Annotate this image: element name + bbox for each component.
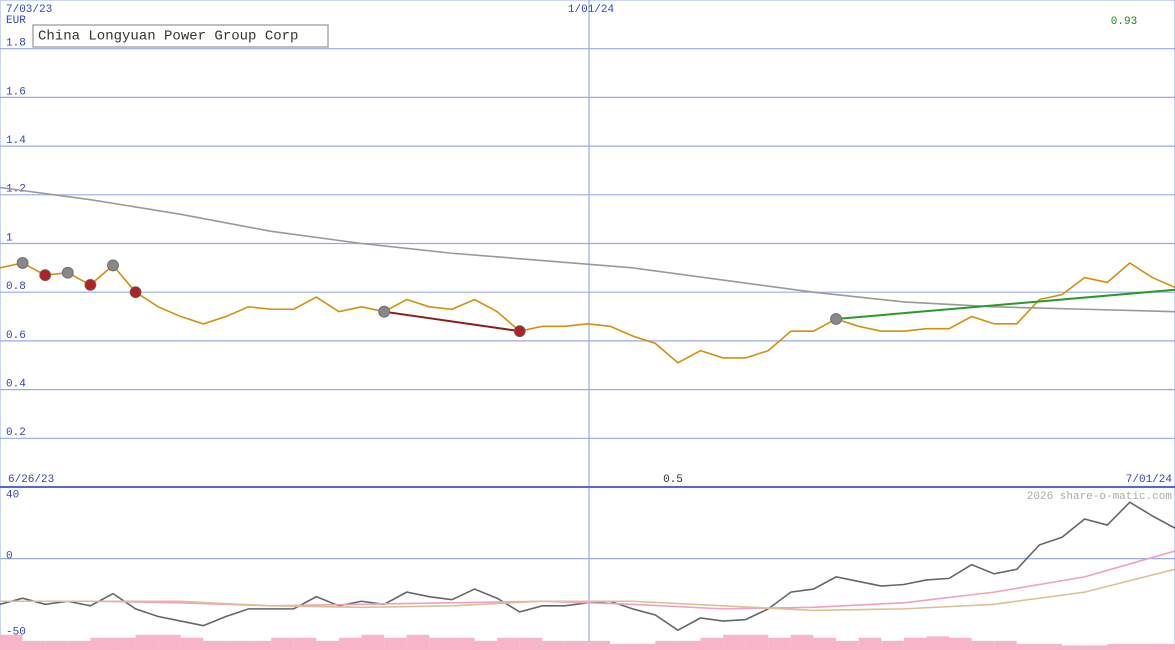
bar bbox=[745, 634, 769, 650]
bar bbox=[677, 640, 701, 650]
bar bbox=[519, 637, 543, 650]
bar bbox=[406, 634, 430, 650]
y-tick-label: 1.4 bbox=[6, 135, 26, 147]
y-tick-label: 0 bbox=[6, 551, 13, 563]
bar bbox=[542, 640, 565, 650]
marker bbox=[378, 305, 391, 318]
marker bbox=[129, 286, 142, 299]
bar bbox=[587, 640, 611, 650]
bar bbox=[1152, 643, 1175, 650]
bar bbox=[203, 640, 226, 650]
title-box bbox=[32, 24, 329, 48]
bar bbox=[655, 640, 678, 650]
bar bbox=[1107, 643, 1130, 650]
last-value: 0.93 bbox=[1111, 16, 1137, 28]
bar bbox=[497, 637, 520, 650]
bar bbox=[180, 637, 204, 650]
bar bbox=[858, 637, 882, 650]
bar bbox=[632, 643, 656, 650]
mid-date: 1/01/24 bbox=[568, 4, 615, 16]
bar bbox=[881, 640, 904, 650]
marker bbox=[61, 266, 74, 279]
series-line bbox=[0, 261, 1175, 364]
marker bbox=[16, 257, 29, 269]
bar bbox=[293, 637, 317, 650]
marker bbox=[84, 278, 97, 291]
bar bbox=[926, 636, 950, 650]
y-tick-label: 1 bbox=[6, 232, 13, 244]
currency: EUR bbox=[6, 15, 26, 27]
bar bbox=[1084, 645, 1108, 650]
bar bbox=[384, 637, 407, 650]
bar bbox=[610, 643, 633, 650]
start-date: 6/26/23 bbox=[8, 474, 54, 486]
trend-line bbox=[383, 310, 520, 333]
oscillator-panel: 400-50 bbox=[0, 490, 1175, 650]
bar bbox=[316, 640, 339, 650]
marker bbox=[107, 259, 119, 272]
watermark: 2026 share-o-matic.com bbox=[1027, 491, 1173, 503]
end-date: 7/01/24 bbox=[1126, 474, 1173, 486]
bar bbox=[813, 637, 837, 650]
bar bbox=[1062, 645, 1085, 650]
bar bbox=[0, 634, 23, 650]
bar bbox=[45, 640, 68, 650]
bar bbox=[836, 640, 859, 650]
bar bbox=[903, 637, 927, 650]
bar bbox=[22, 640, 46, 650]
y-tick-label: 1.8 bbox=[6, 38, 26, 50]
y-tick-label: 0.4 bbox=[6, 379, 26, 391]
bar bbox=[225, 640, 249, 650]
bar bbox=[564, 640, 588, 650]
chart-title: China Longyuan Power Group Corp bbox=[38, 29, 298, 45]
bar bbox=[338, 637, 362, 650]
bar bbox=[361, 634, 385, 650]
bar bbox=[723, 634, 746, 650]
bar bbox=[790, 634, 814, 650]
bar bbox=[429, 637, 452, 650]
bar bbox=[1039, 643, 1063, 650]
y-tick-label: 0.2 bbox=[6, 427, 26, 439]
bar bbox=[248, 640, 272, 650]
price-panel: 0.20.40.60.811.21.41.61.8 bbox=[0, 38, 1175, 439]
bar bbox=[135, 634, 159, 650]
bar bbox=[768, 637, 791, 650]
bar bbox=[451, 637, 475, 650]
bar bbox=[158, 634, 181, 650]
bar bbox=[700, 637, 724, 650]
start-date: 7/03/23 bbox=[6, 4, 52, 16]
bar bbox=[112, 637, 136, 650]
marker bbox=[830, 313, 842, 325]
y-tick-label: 40 bbox=[6, 490, 19, 502]
bar bbox=[90, 637, 113, 650]
bar bbox=[1129, 643, 1153, 650]
marker bbox=[39, 269, 52, 282]
y-tick-label: 0.6 bbox=[6, 330, 26, 342]
bar bbox=[971, 640, 995, 650]
y-tick-label: 0.8 bbox=[6, 281, 26, 293]
bar bbox=[1016, 643, 1040, 650]
bar bbox=[994, 640, 1017, 650]
series-line bbox=[0, 550, 1175, 610]
bar bbox=[474, 640, 498, 650]
trend-line bbox=[835, 288, 1175, 320]
bar bbox=[67, 640, 91, 650]
y-tick-label: 1.6 bbox=[6, 86, 26, 98]
marker bbox=[513, 325, 526, 338]
series-line bbox=[0, 568, 1175, 612]
bar bbox=[949, 637, 972, 650]
mid-label: 0.5 bbox=[663, 474, 683, 486]
bar bbox=[271, 637, 294, 650]
